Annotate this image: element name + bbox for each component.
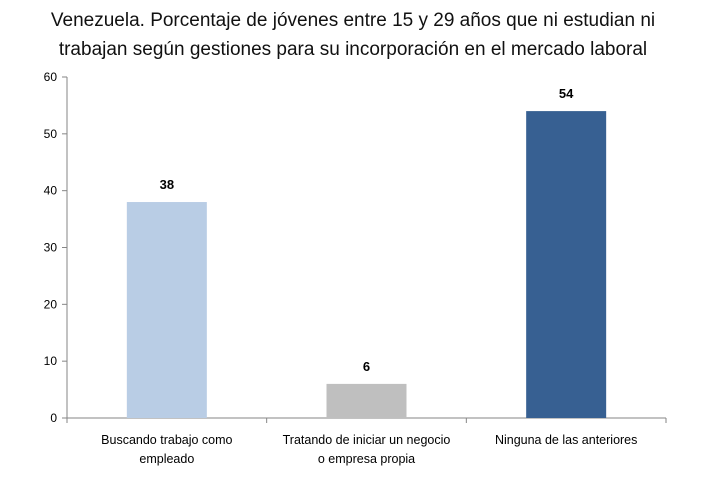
y-tick-label: 20 (44, 297, 58, 311)
chart-title-line-2: trabajan según gestiones para su incorpo… (58, 39, 648, 60)
y-tick-label: 10 (44, 354, 58, 368)
chart-title: Venezuela. Porcentaje de jóvenes entre 1… (0, 6, 706, 64)
y-tick-label: 30 (44, 241, 58, 255)
category-label: o empresa propia (318, 452, 415, 466)
y-tick-label: 40 (44, 184, 58, 198)
chart-title-line-1: Venezuela. Porcentaje de jóvenes entre 1… (50, 10, 656, 31)
bar (526, 111, 607, 418)
data-label: 54 (559, 86, 574, 101)
y-tick-label: 50 (44, 127, 58, 141)
category-label: empleado (139, 452, 194, 466)
bar (326, 383, 407, 418)
category-label: Tratando de iniciar un negocio (283, 433, 451, 447)
data-label: 38 (160, 177, 174, 192)
y-tick-label: 0 (50, 411, 57, 425)
y-tick-label: 60 (44, 70, 58, 84)
data-label: 6 (363, 359, 370, 374)
category-label: Ninguna de las anteriores (495, 433, 637, 447)
bar (126, 202, 207, 418)
category-label: Buscando trabajo como (101, 433, 232, 447)
